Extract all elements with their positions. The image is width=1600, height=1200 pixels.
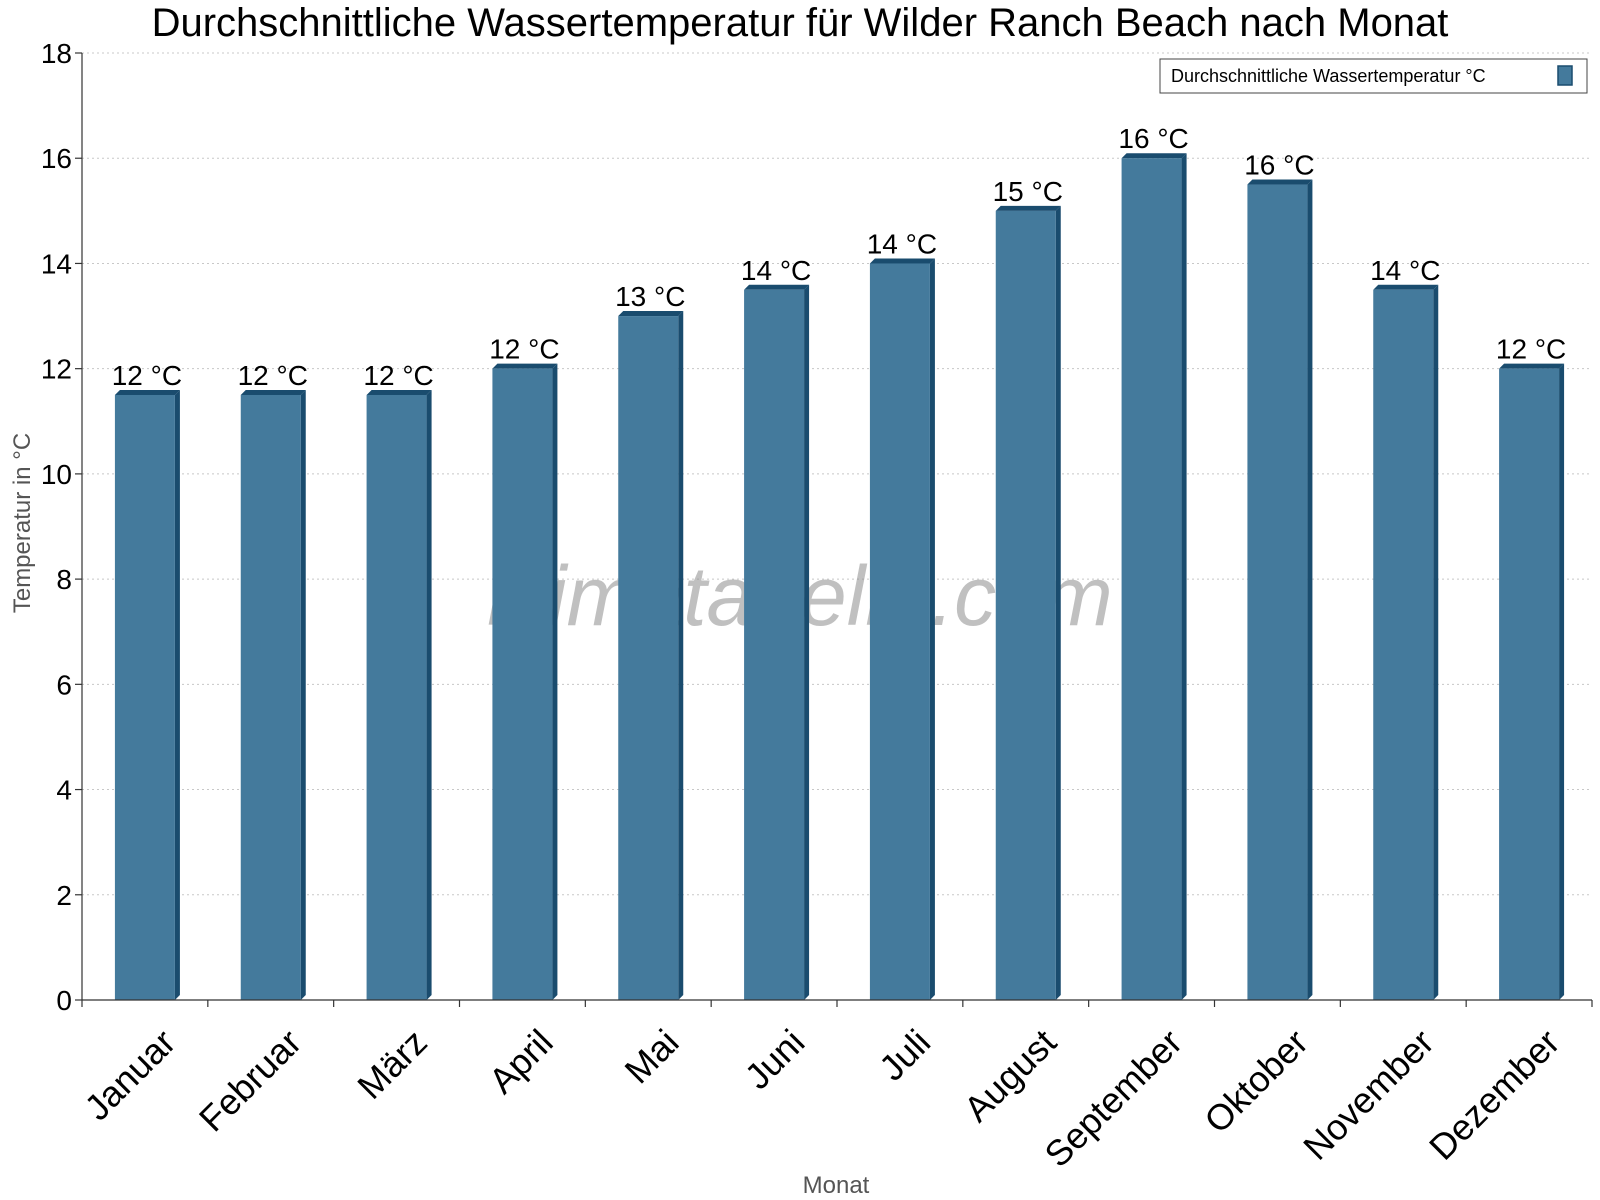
bar: [366, 394, 427, 1000]
x-tick-label: August: [956, 1021, 1064, 1129]
data-label: 14 °C: [1370, 255, 1440, 286]
bar: [114, 394, 175, 1000]
x-tick-label: Juli: [871, 1021, 938, 1088]
x-tick-label: März: [349, 1021, 435, 1107]
data-label: 13 °C: [615, 281, 685, 312]
data-label: 12 °C: [489, 334, 559, 365]
y-tick-label: 8: [56, 564, 72, 595]
bar-side: [1307, 179, 1313, 1000]
data-label: 15 °C: [993, 176, 1063, 207]
axes: [75, 52, 1593, 1007]
y-tick-label: 12: [41, 354, 72, 385]
bar-top: [995, 205, 1061, 211]
bar-side: [1055, 205, 1061, 1001]
bar-januar: [114, 389, 180, 1000]
bar: [618, 316, 679, 1000]
y-axis-label: Temperatur in °C: [9, 433, 36, 613]
bar-side: [1433, 284, 1439, 1000]
bar: [869, 263, 930, 1000]
bar-side: [678, 311, 684, 1000]
data-label: 14 °C: [741, 255, 811, 286]
y-tick-labels: 0 2 4 6 8 10 12 14 16 18: [41, 38, 72, 1016]
bar-märz: [366, 389, 432, 1000]
bar: [1247, 184, 1308, 1000]
bar-side: [804, 284, 810, 1000]
data-label: 16 °C: [1118, 123, 1188, 154]
x-tick-label: Januar: [76, 1021, 183, 1128]
bar-side: [1181, 153, 1187, 1000]
bar-november: [1373, 284, 1439, 1000]
legend-box: [1159, 58, 1588, 94]
bar-top: [114, 389, 180, 395]
bar-juni: [744, 284, 810, 1000]
bar: [744, 289, 805, 1000]
y-tick-label: 2: [56, 880, 72, 911]
bar: [1499, 368, 1560, 1001]
bar-juli: [869, 258, 935, 1000]
x-tick-label: September: [1036, 1021, 1190, 1175]
data-label: 12 °C: [112, 360, 182, 391]
bars: [114, 153, 1565, 1001]
y-tick-label: 16: [41, 143, 72, 174]
data-label: 12 °C: [363, 360, 433, 391]
data-label: 12 °C: [1496, 334, 1566, 365]
x-tick-label: Oktober: [1196, 1021, 1316, 1141]
bar-top: [744, 284, 810, 290]
y-tick-label: 18: [41, 38, 72, 69]
bar-top: [869, 258, 935, 264]
bar: [492, 368, 553, 1001]
bar-top: [1247, 179, 1313, 185]
bar: [1373, 289, 1434, 1000]
y-tick-label: 14: [41, 248, 72, 279]
bar-side: [929, 258, 935, 1000]
bar-top: [1373, 284, 1439, 290]
bar-top: [240, 389, 306, 395]
bar-april: [492, 363, 558, 1001]
legend: Durchschnittliche Wassertemperatur °C: [1159, 58, 1588, 94]
bar-top: [1499, 363, 1565, 369]
bar-top: [618, 311, 684, 317]
bar: [995, 210, 1056, 1001]
data-label: 14 °C: [867, 228, 937, 259]
bar-august: [995, 205, 1061, 1001]
bar-side: [426, 389, 432, 1000]
gridlines: [82, 52, 1592, 896]
y-tick-label: 4: [56, 775, 72, 806]
x-tick-label: April: [481, 1021, 561, 1101]
bar-dezember: [1499, 363, 1565, 1001]
data-label: 16 °C: [1244, 150, 1314, 181]
bar-oktober: [1247, 179, 1313, 1000]
legend-label: Durchschnittliche Wassertemperatur °C: [1171, 66, 1486, 86]
x-axis-label: Monat: [803, 1172, 870, 1199]
bar: [240, 394, 301, 1000]
bar-side: [300, 389, 306, 1000]
y-tick-label: 0: [56, 985, 72, 1016]
bar-top: [366, 389, 432, 395]
bar: [1121, 158, 1182, 1000]
bar-februar: [240, 389, 306, 1000]
x-tick-labels: Januar Februar März April Mai Juni Juli AugustS…: [76, 1021, 1567, 1175]
chart-title: Durchschnittliche Wassertemperatur für W…: [152, 1, 1449, 45]
bar-top: [492, 363, 558, 369]
legend-swatch: [1557, 65, 1573, 86]
bar-side: [552, 363, 558, 1001]
bar-mai: [618, 311, 684, 1000]
y-tick-label: 6: [56, 669, 72, 700]
x-tick-label: Juni: [737, 1021, 813, 1097]
bar-september: [1121, 153, 1187, 1000]
x-tick-label: November: [1295, 1021, 1441, 1167]
y-tick-label: 10: [41, 459, 72, 490]
x-tick-label: Dezember: [1421, 1021, 1567, 1167]
data-labels: 12 °C 12 °C 12 °C 12 °C 13 °C 14 °C 14 °C 15 °C…: [112, 123, 1567, 391]
bar-top: [1121, 153, 1187, 159]
data-label: 12 °C: [238, 360, 308, 391]
x-tick-label: Mai: [617, 1021, 687, 1091]
x-tick-label: Februar: [191, 1021, 309, 1139]
bar-side: [174, 389, 180, 1000]
bar-side: [1559, 363, 1565, 1001]
